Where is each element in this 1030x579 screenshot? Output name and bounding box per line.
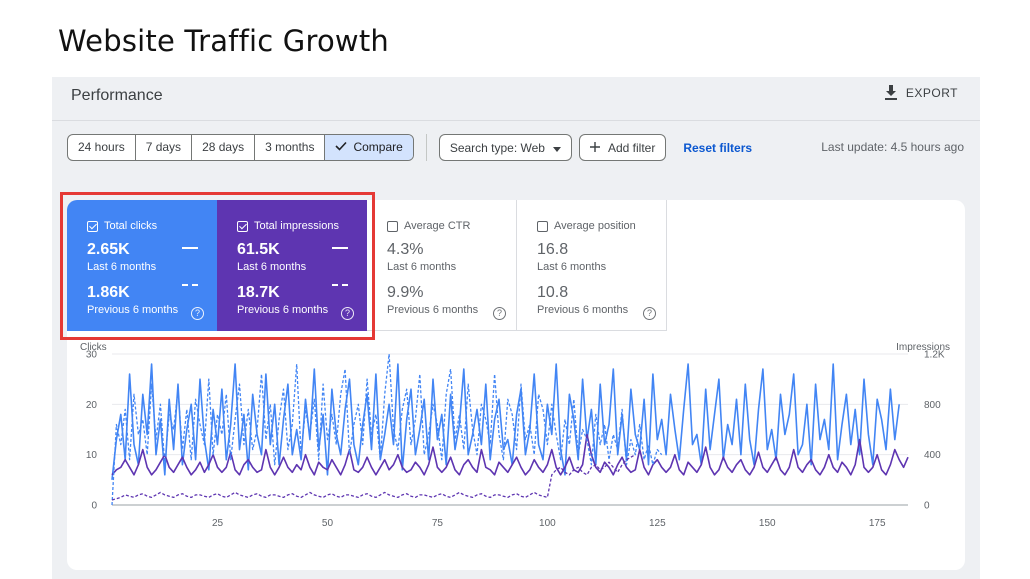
download-icon [884, 85, 898, 101]
date-range-28-days[interactable]: 28 days [192, 135, 256, 160]
performance-chart: Clicks Impressions 30 1.2K 20 800 10 400 0 0 25 50 7… [67, 340, 965, 570]
y-axis-right-label: Impressions [896, 342, 950, 353]
metric-cards: Total clicks 2.65K Last 6 months 1.86K P… [67, 200, 667, 331]
filter-toolbar: 24 hours 7 days 28 days 3 months Compare… [67, 134, 752, 161]
checkbox-unchecked-icon[interactable] [387, 220, 398, 232]
date-range-24-hours[interactable]: 24 hours [68, 135, 136, 160]
checkbox-unchecked-icon[interactable] [537, 220, 548, 232]
metric-current-label: Last 6 months [237, 261, 307, 273]
performance-card: Total clicks 2.65K Last 6 months 1.86K P… [67, 200, 965, 570]
metric-current-label: Last 6 months [387, 261, 457, 273]
metric-previous-value: 18.7K [237, 284, 280, 301]
date-range-3-months[interactable]: 3 months [255, 135, 326, 160]
page-title: Performance [71, 87, 163, 104]
x-tick-label: 175 [869, 518, 886, 529]
metric-name: Total clicks [104, 220, 158, 232]
y-tick-left: 20 [86, 400, 98, 411]
x-tick-label: 125 [649, 518, 666, 529]
search-type-dropdown[interactable]: Search type: Web [438, 134, 572, 161]
checkbox-checked-icon[interactable] [237, 220, 248, 232]
metric-previous-label: Previous 6 months [537, 304, 629, 316]
export-label: EXPORT [905, 86, 958, 100]
dropdown-arrow-icon [552, 141, 561, 155]
metric-previous-value: 1.86K [87, 284, 130, 301]
last-update-text: Last update: 4.5 hours ago [821, 140, 964, 154]
panel-header: Performance EXPORT [52, 77, 980, 121]
metric-current-value: 61.5K [237, 241, 280, 258]
y-tick-right: 400 [924, 450, 941, 461]
y-tick-left: 30 [86, 350, 98, 361]
impressions-previous-series-line [111, 454, 636, 501]
y-tick-left: 10 [86, 450, 98, 461]
x-tick-label: 25 [212, 518, 224, 529]
y-axis-left-label: Clicks [80, 342, 107, 353]
metric-card-total-impressions[interactable]: Total impressions 61.5K Last 6 months 18… [217, 200, 367, 331]
metric-card-total-clicks[interactable]: Total clicks 2.65K Last 6 months 1.86K P… [67, 200, 217, 331]
date-range-7-days[interactable]: 7 days [136, 135, 193, 160]
date-range-compare[interactable]: Compare [325, 135, 413, 160]
help-icon[interactable]: ? [643, 307, 656, 320]
metric-previous-label: Previous 6 months [387, 304, 479, 316]
metric-previous-label: Previous 6 months [87, 304, 179, 316]
add-filter-label: Add filter [607, 140, 656, 155]
reset-filters-link[interactable]: Reset filters [683, 140, 753, 155]
dashed-line-legend-icon [332, 284, 348, 286]
x-tick-label: 50 [322, 518, 334, 529]
chart-svg: Clicks Impressions 30 1.2K 20 800 10 400 0 0 25 50 7… [80, 342, 950, 529]
date-range-selector: 24 hours 7 days 28 days 3 months Compare [67, 134, 414, 161]
help-icon[interactable]: ? [341, 307, 354, 320]
y-tick-right: 800 [924, 400, 941, 411]
solid-line-legend-icon [182, 247, 198, 249]
metric-name: Average position [554, 220, 636, 232]
add-filter-button[interactable]: Add filter [578, 134, 667, 161]
metric-previous-label: Previous 6 months [237, 304, 329, 316]
help-icon[interactable]: ? [191, 307, 204, 320]
metric-current-value: 4.3% [387, 241, 424, 258]
metric-card-average-ctr[interactable]: Average CTR 4.3% Last 6 months 9.9% Prev… [367, 200, 517, 331]
metric-previous-value: 9.9% [387, 284, 424, 301]
export-button[interactable]: EXPORT [884, 85, 958, 101]
solid-line-legend-icon [332, 247, 348, 249]
metric-current-label: Last 6 months [537, 261, 607, 273]
y-tick-right: 1.2K [924, 350, 945, 361]
x-tick-label: 150 [759, 518, 776, 529]
plus-icon [589, 141, 600, 155]
compare-label: Compare [353, 140, 403, 154]
checkbox-checked-icon[interactable] [87, 220, 98, 232]
metric-current-label: Last 6 months [87, 261, 157, 273]
impressions-current-series-line [111, 433, 909, 476]
dashed-line-legend-icon [182, 284, 198, 286]
metric-card-average-position[interactable]: Average position 16.8 Last 6 months 10.8… [517, 200, 667, 331]
x-tick-label: 100 [539, 518, 556, 529]
check-icon [335, 135, 348, 160]
metric-current-value: 2.65K [87, 241, 130, 258]
metric-current-value: 16.8 [537, 241, 569, 258]
search-type-label: Search type: Web [449, 140, 545, 155]
help-icon[interactable]: ? [493, 307, 506, 320]
y-tick-left: 0 [91, 501, 97, 512]
metric-name: Total impressions [254, 220, 339, 232]
toolbar-divider [425, 134, 427, 161]
slide-title: Website Traffic Growth [58, 24, 389, 58]
y-tick-right: 0 [924, 501, 930, 512]
clicks-previous-series-line [111, 353, 663, 506]
metric-name: Average CTR [404, 220, 471, 232]
metric-previous-value: 10.8 [537, 284, 569, 301]
clicks-current-series-line [111, 363, 900, 480]
performance-panel: Performance EXPORT 24 hours 7 days 28 da… [52, 77, 980, 579]
x-tick-label: 75 [432, 518, 444, 529]
